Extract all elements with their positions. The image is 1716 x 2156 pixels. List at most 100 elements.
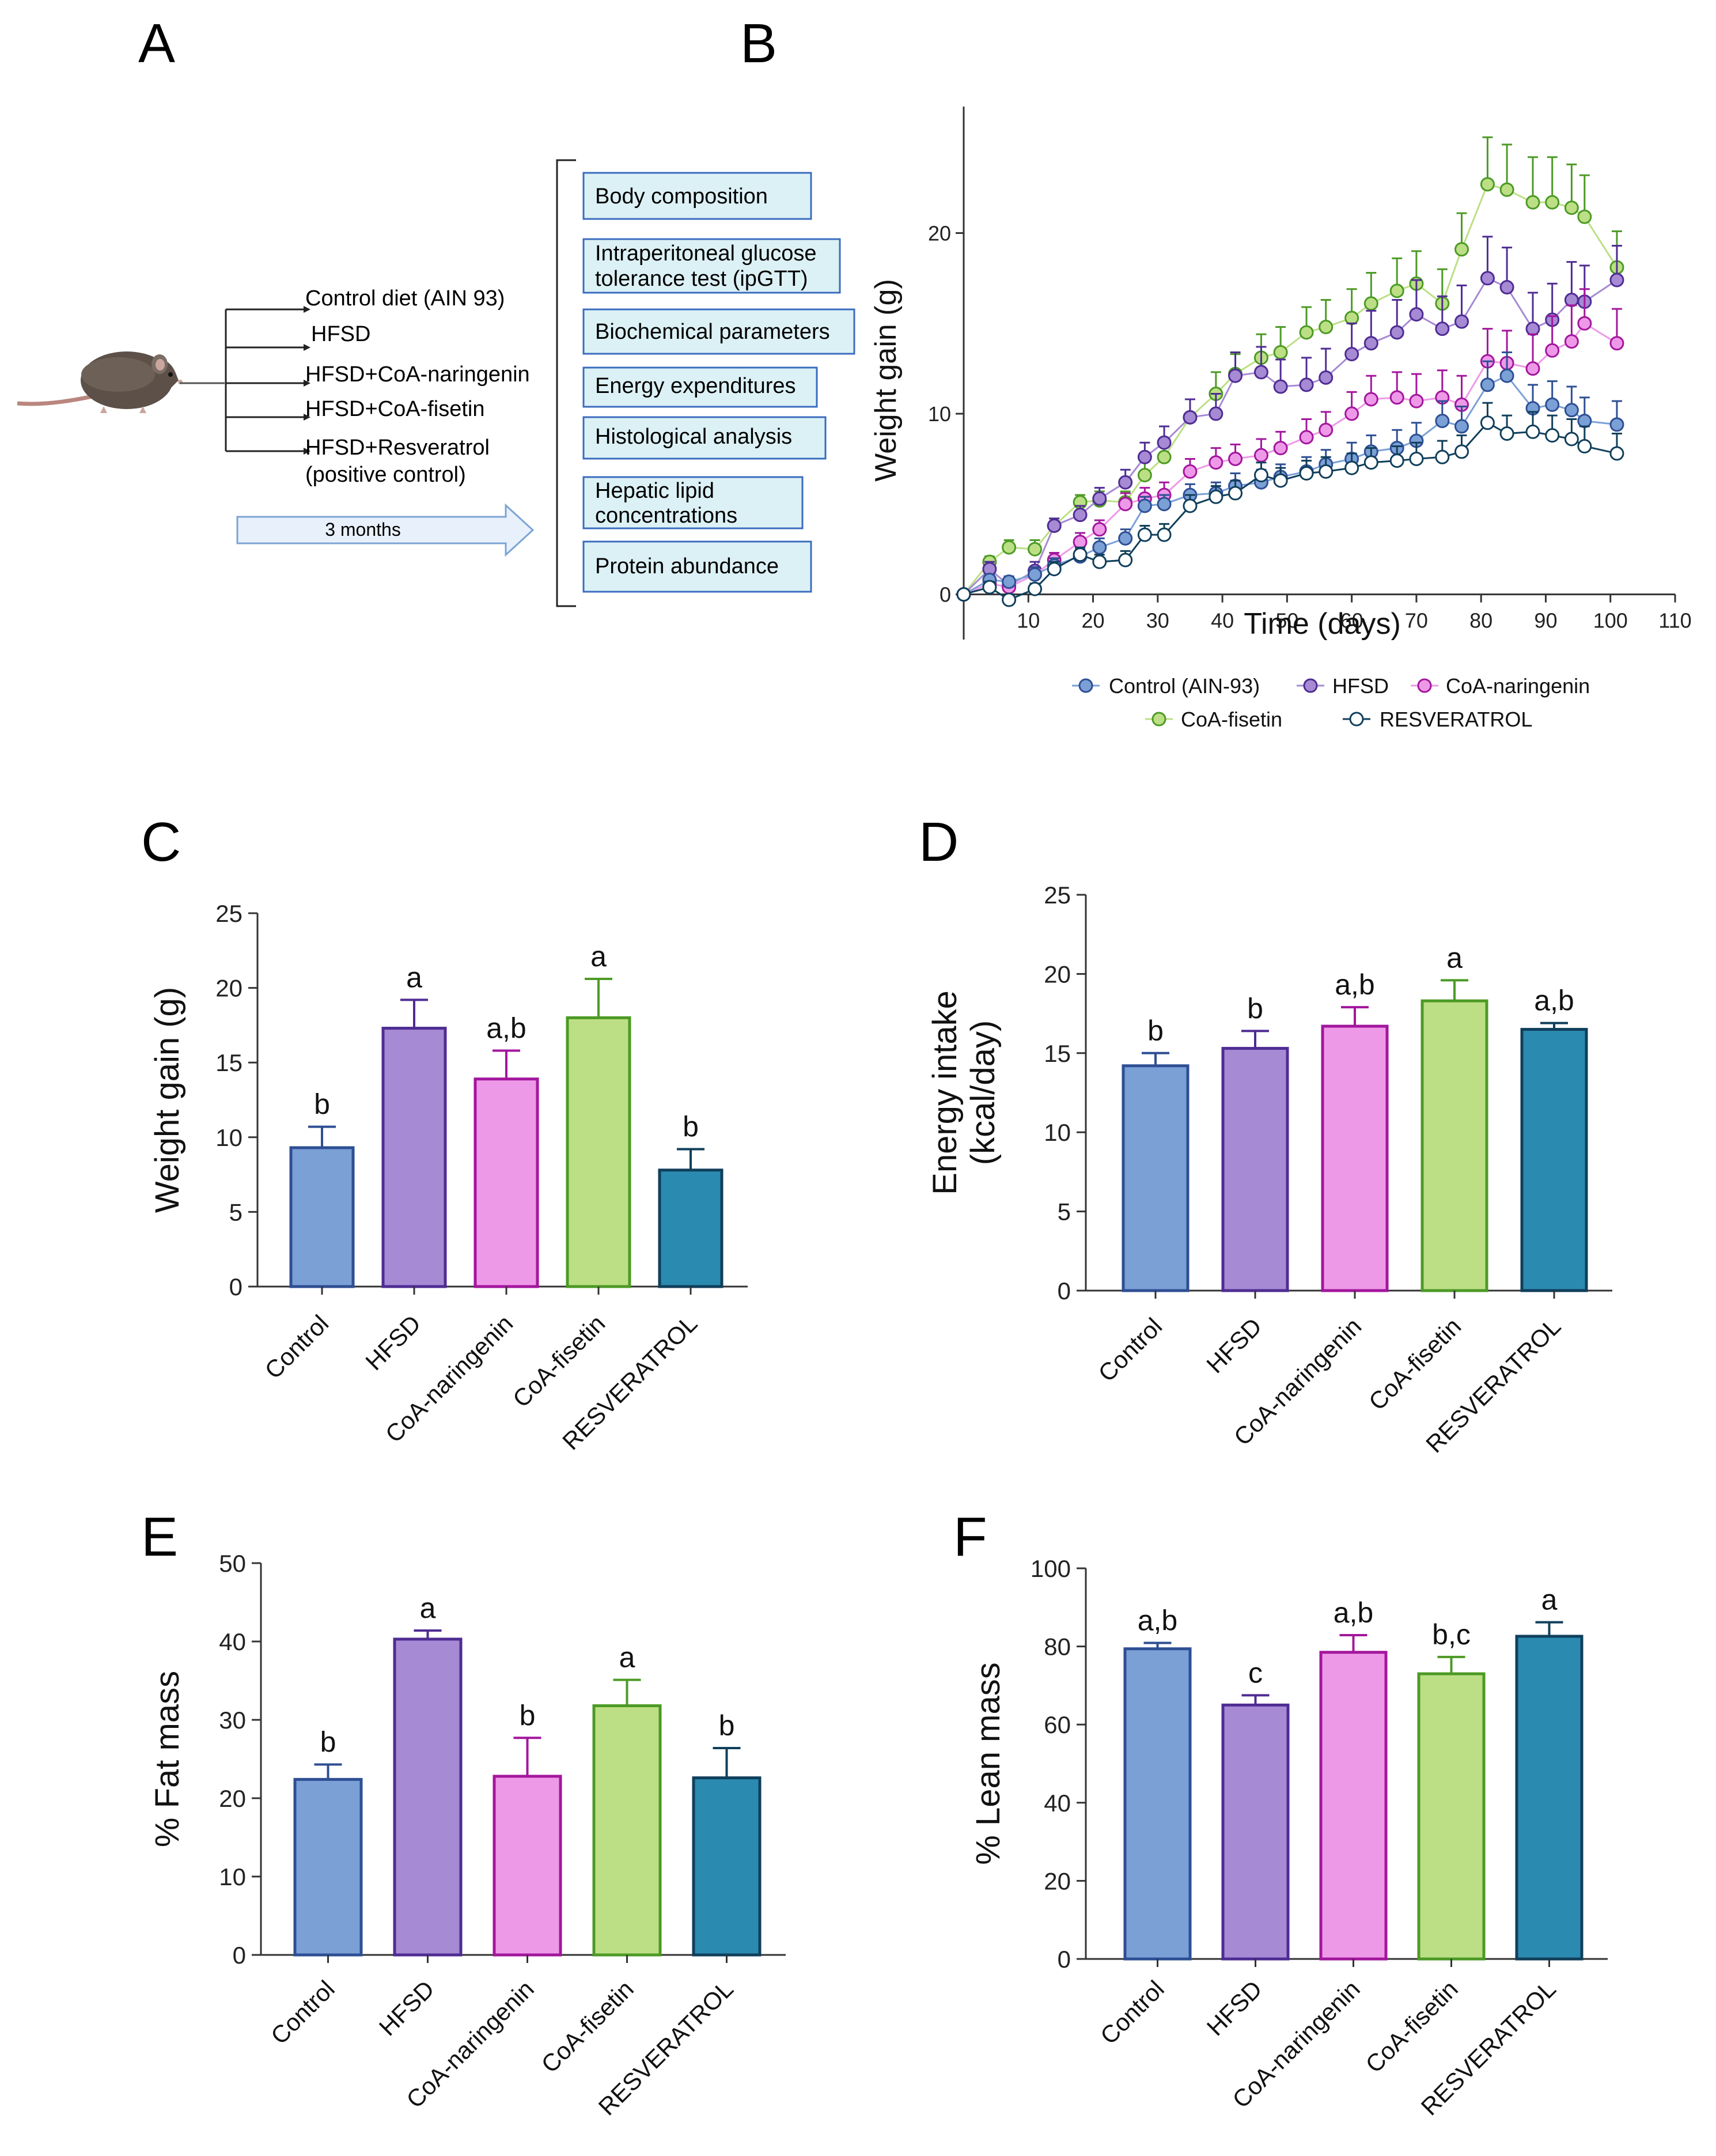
data-point	[1002, 574, 1017, 589]
significance-letter: a,b	[1334, 1597, 1374, 1629]
data-point	[1137, 527, 1152, 542]
data-point	[1545, 397, 1560, 412]
bar-group-control: b Control	[259, 1088, 355, 1384]
data-point	[1299, 430, 1314, 445]
data-point	[1028, 581, 1042, 596]
data-point	[1157, 497, 1172, 512]
significance-letter: b	[314, 1088, 330, 1121]
y-tick-label: 10	[1044, 1119, 1071, 1146]
bar-group-control: b Control	[1093, 1015, 1190, 1387]
diet-group-label: Control diet (AIN 93)	[305, 286, 505, 311]
bar	[592, 1704, 662, 1957]
data-point	[1047, 562, 1062, 577]
data-point	[1389, 453, 1404, 468]
bar	[293, 1777, 363, 1957]
significance-letter: b	[719, 1709, 735, 1742]
significance-letter: c	[1248, 1656, 1263, 1689]
significance-letter: a	[406, 961, 422, 993]
data-point	[1389, 390, 1404, 405]
y-tick-label: 5	[229, 1198, 243, 1225]
legend-item-hfsd: HFSD	[1297, 674, 1389, 698]
data-point	[1118, 475, 1133, 490]
y-tick-label: 20	[1044, 960, 1071, 988]
data-point	[1545, 343, 1560, 358]
diet-group-label: HFSD	[311, 322, 370, 346]
outcome-label: Protein abundance	[595, 554, 779, 578]
data-point	[1499, 280, 1514, 295]
bar	[1520, 1028, 1588, 1292]
bar-group-control: a,b Control	[1095, 1604, 1192, 2049]
bar-group-hfsd: c HFSD	[1202, 1656, 1290, 2041]
data-point	[1299, 377, 1314, 392]
bar	[393, 1637, 463, 1957]
y-tick-label: 15	[215, 1049, 243, 1076]
bar	[1515, 1635, 1584, 1961]
x-tick-label: 50	[1275, 609, 1298, 633]
data-point	[1545, 195, 1560, 210]
data-point	[1545, 428, 1560, 443]
y-tick-label: 40	[219, 1628, 246, 1655]
diet-group-label: HFSD+Resveratrol	[305, 436, 490, 460]
duration-arrow: 3 months	[236, 503, 535, 557]
data-point	[1435, 321, 1450, 336]
category-label: CoA-fisetin	[536, 1975, 638, 2078]
data-point	[956, 587, 971, 602]
legend-marker	[1151, 712, 1166, 727]
data-point	[1319, 370, 1334, 385]
y-tick-label: 50	[219, 1550, 246, 1577]
y-axis-label: % Lean mass	[969, 1662, 1007, 1864]
y-tick-label: 25	[215, 900, 243, 927]
bar	[692, 1776, 762, 1957]
data-point	[1409, 394, 1424, 408]
series-nar	[956, 288, 1624, 602]
significance-letter: b	[520, 1699, 536, 1731]
y-tick-label: 0	[1058, 1946, 1071, 1973]
data-point	[1564, 201, 1579, 215]
data-point	[1073, 508, 1088, 523]
data-point	[1157, 449, 1172, 464]
data-point	[1564, 334, 1579, 349]
y-tick-label: 0	[233, 1942, 246, 1969]
data-point	[1092, 522, 1107, 537]
y-axis-label: Weight gain (g)	[869, 279, 903, 482]
legend-label: RESVERATROL	[1380, 708, 1532, 731]
outcomes-bracket	[556, 159, 576, 607]
data-point	[1273, 473, 1288, 488]
weight-gain-line-chart: 10 20 30 40 50 60 70 80 90 100 110 0 10 20 Time (days)…	[869, 107, 1692, 641]
data-point	[1253, 448, 1268, 463]
y-tick-label: 20	[928, 221, 951, 245]
x-tick-label: 100	[1593, 609, 1628, 633]
y-tick-label: 30	[219, 1707, 246, 1734]
diet-group-label: (positive control)	[305, 463, 466, 487]
data-point	[1299, 466, 1314, 481]
chart-legend: Control (AIN-93) HFSD CoA-naringenin CoA-fi…	[1072, 674, 1590, 731]
data-point	[1344, 460, 1359, 475]
category-label: Control	[266, 1975, 340, 2049]
data-point	[1363, 392, 1378, 407]
data-point	[1564, 432, 1579, 447]
data-point	[1344, 347, 1359, 362]
outcome-label: Histological analysis	[595, 425, 792, 449]
significance-letter: a	[420, 1592, 436, 1624]
data-point	[1209, 406, 1223, 421]
category-label: CoA-fisetin	[1360, 1975, 1463, 2078]
category-label: Control	[1093, 1312, 1167, 1387]
data-point	[1577, 414, 1592, 429]
panel-letter-e: E	[141, 1506, 178, 1568]
data-point	[1273, 379, 1288, 394]
bar	[289, 1146, 355, 1288]
data-point	[1525, 195, 1540, 210]
bar	[473, 1077, 539, 1288]
x-tick-label: 10	[1017, 609, 1040, 633]
data-point	[1183, 464, 1198, 479]
outcome-box-body-composition	[582, 172, 812, 220]
data-point	[1028, 567, 1042, 582]
legend-marker	[1349, 712, 1364, 727]
data-point	[1609, 336, 1624, 351]
data-point	[1564, 293, 1579, 308]
data-point	[1299, 325, 1314, 340]
data-point	[1409, 451, 1424, 466]
data-point	[1157, 435, 1172, 450]
